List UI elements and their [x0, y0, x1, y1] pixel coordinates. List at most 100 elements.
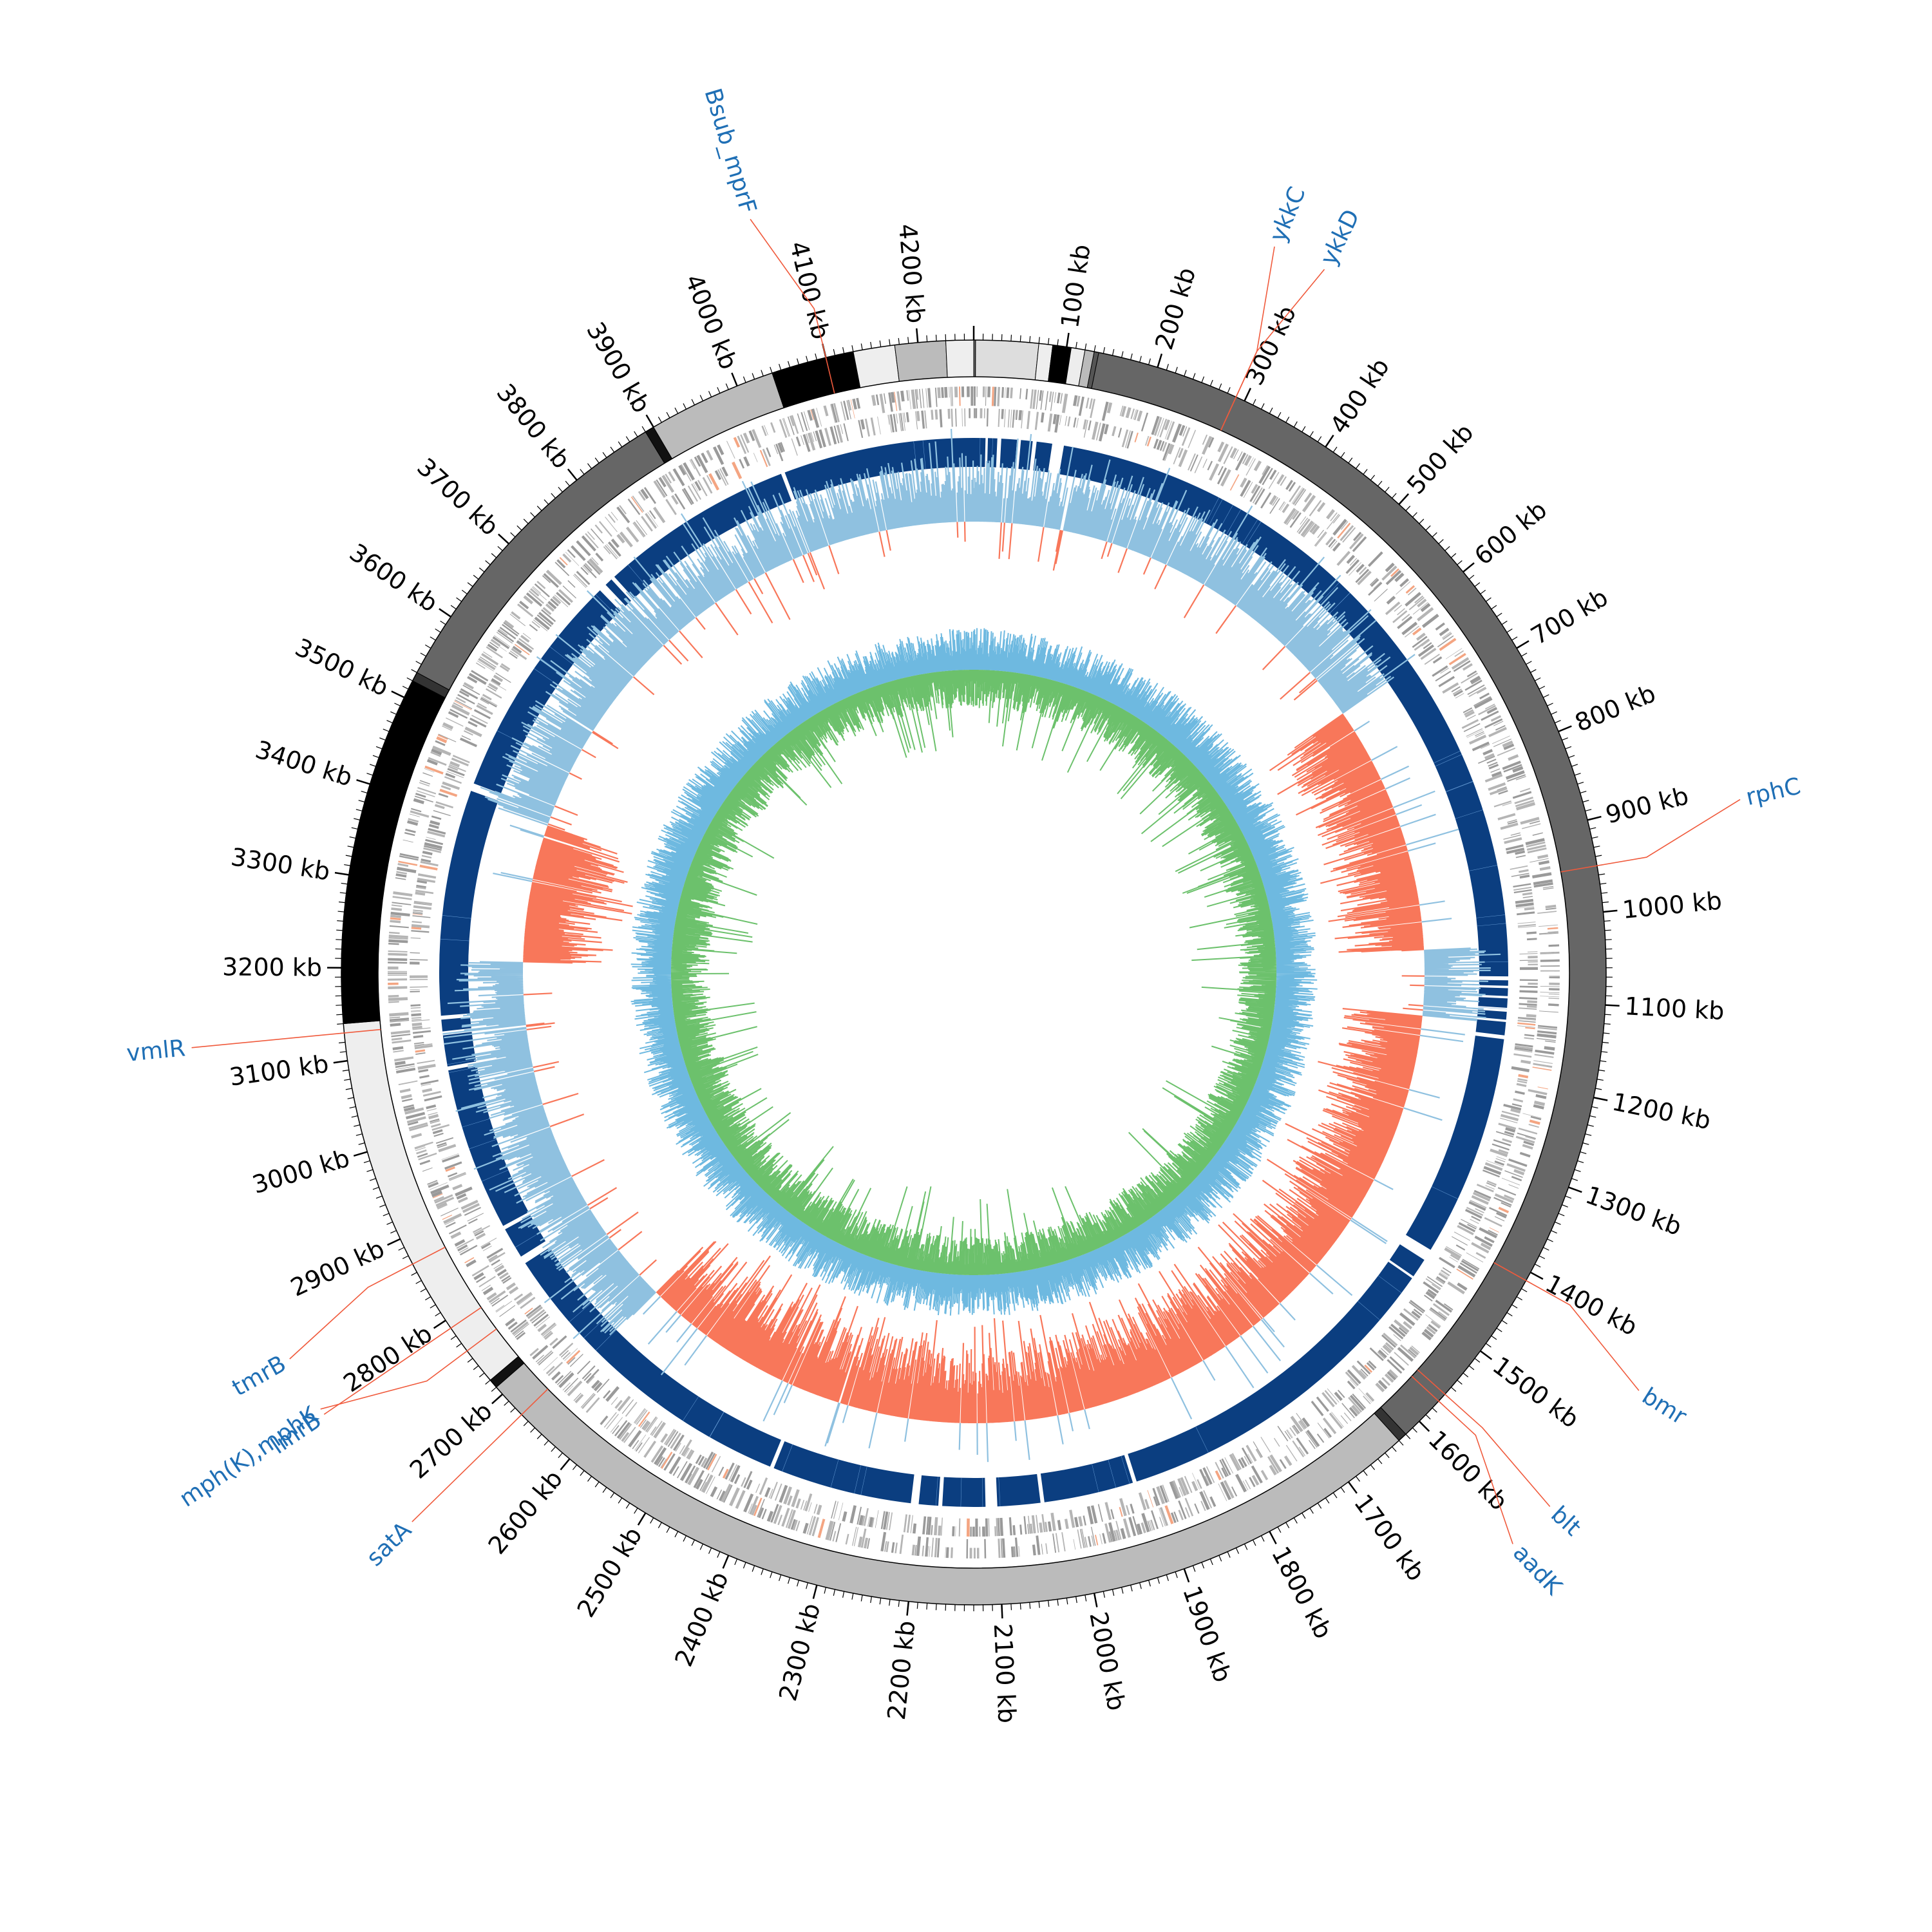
feature-block [984, 1539, 987, 1558]
minor-tick [467, 1358, 473, 1363]
feature-block [424, 842, 442, 849]
major-tick [560, 1458, 571, 1471]
feature-block [759, 450, 768, 468]
feature-block [969, 1548, 972, 1558]
minor-tick [1378, 480, 1383, 487]
feature-block [415, 1052, 426, 1055]
feature-block [419, 780, 431, 785]
feature-block [1527, 951, 1538, 952]
major-tick [637, 1512, 647, 1526]
cds-segment [441, 1017, 471, 1032]
feature-block [611, 511, 618, 521]
feature-block [562, 553, 572, 563]
feature-block [1466, 730, 1484, 738]
feature-block [1309, 523, 1318, 533]
minor-tick [510, 1407, 516, 1413]
feature-block [462, 685, 480, 696]
feature-block [705, 1453, 715, 1470]
cds-streak [1477, 923, 1506, 927]
feature-block [461, 735, 471, 741]
feature-block [1342, 527, 1356, 543]
feature-block [1482, 749, 1493, 755]
feature-block [644, 1422, 651, 1431]
minor-tick [411, 1272, 417, 1276]
feature-block [617, 1396, 631, 1412]
feature-block [1009, 1517, 1012, 1536]
minor-tick [708, 1548, 712, 1554]
feature-block [616, 506, 630, 524]
minor-tick [386, 1221, 393, 1225]
feature-block [1540, 985, 1560, 987]
cds-streak [1435, 754, 1462, 767]
minor-tick [415, 661, 422, 665]
feature-block [391, 904, 402, 907]
minor-tick [1269, 407, 1273, 414]
feature-block [415, 889, 434, 895]
feature-block [1501, 1202, 1511, 1208]
minor-tick [610, 446, 615, 453]
feature-block [1245, 1444, 1257, 1462]
feature-block [1235, 1473, 1247, 1493]
feature-block [1197, 1479, 1202, 1489]
feature-block [1036, 1515, 1039, 1533]
feature-block [1203, 1490, 1213, 1509]
feature-block [452, 755, 470, 764]
tick-label: 3600 kb [345, 538, 443, 618]
feature-block [1461, 1218, 1477, 1228]
feature-block [438, 793, 449, 798]
feature-block [426, 1104, 437, 1110]
feature-block [806, 433, 810, 444]
tick-label: 400 kb [1325, 353, 1395, 439]
minor-tick [1526, 661, 1532, 665]
feature-block [684, 1448, 690, 1457]
feature-block [1502, 761, 1521, 770]
feature-block [828, 1521, 834, 1540]
feature-block [438, 734, 457, 743]
feature-block [833, 425, 840, 444]
feature-block [442, 1154, 460, 1163]
feature-block [574, 573, 588, 587]
feature-block [843, 423, 849, 441]
feature-block [1268, 471, 1280, 489]
minor-tick [734, 1558, 738, 1566]
feature-block [1471, 1242, 1490, 1254]
major-tick [916, 328, 919, 343]
feature-block [1504, 1194, 1515, 1201]
minor-tick [402, 1255, 409, 1260]
feature-block [1084, 1537, 1088, 1548]
feature-block [437, 734, 448, 740]
feature-block [1515, 776, 1526, 781]
feature-block [1018, 410, 1023, 421]
feature-block [409, 1124, 428, 1132]
feature-block [1407, 587, 1417, 596]
contig-ring [341, 339, 1607, 1605]
feature-block [522, 632, 531, 639]
feature-block [1245, 1479, 1251, 1490]
feature-block [412, 1022, 422, 1027]
feature-block [743, 456, 750, 467]
minor-tick [1596, 1079, 1604, 1081]
feature-block [478, 1276, 496, 1287]
feature-block [819, 429, 826, 448]
minor-tick [1474, 1358, 1481, 1363]
feature-block [587, 560, 601, 575]
minor-tick [1285, 416, 1290, 423]
feature-block [1108, 1522, 1116, 1542]
feature-block [823, 405, 829, 417]
minor-tick [1516, 1296, 1522, 1301]
feature-block [1409, 1346, 1419, 1356]
feature-block [1390, 568, 1399, 577]
minor-tick [344, 1079, 351, 1081]
major-tick [1347, 1481, 1358, 1494]
feature-block [424, 768, 435, 773]
major-tick [391, 690, 405, 699]
minor-tick [1571, 1178, 1578, 1181]
minor-tick [345, 1088, 352, 1090]
minor-tick [390, 1230, 397, 1234]
feature-block [1169, 1481, 1179, 1499]
feature-block [748, 430, 755, 442]
minor-tick [1574, 1169, 1581, 1172]
feature-block [1484, 718, 1503, 729]
cds-streak [1455, 810, 1483, 819]
feature-block [1398, 1327, 1408, 1335]
